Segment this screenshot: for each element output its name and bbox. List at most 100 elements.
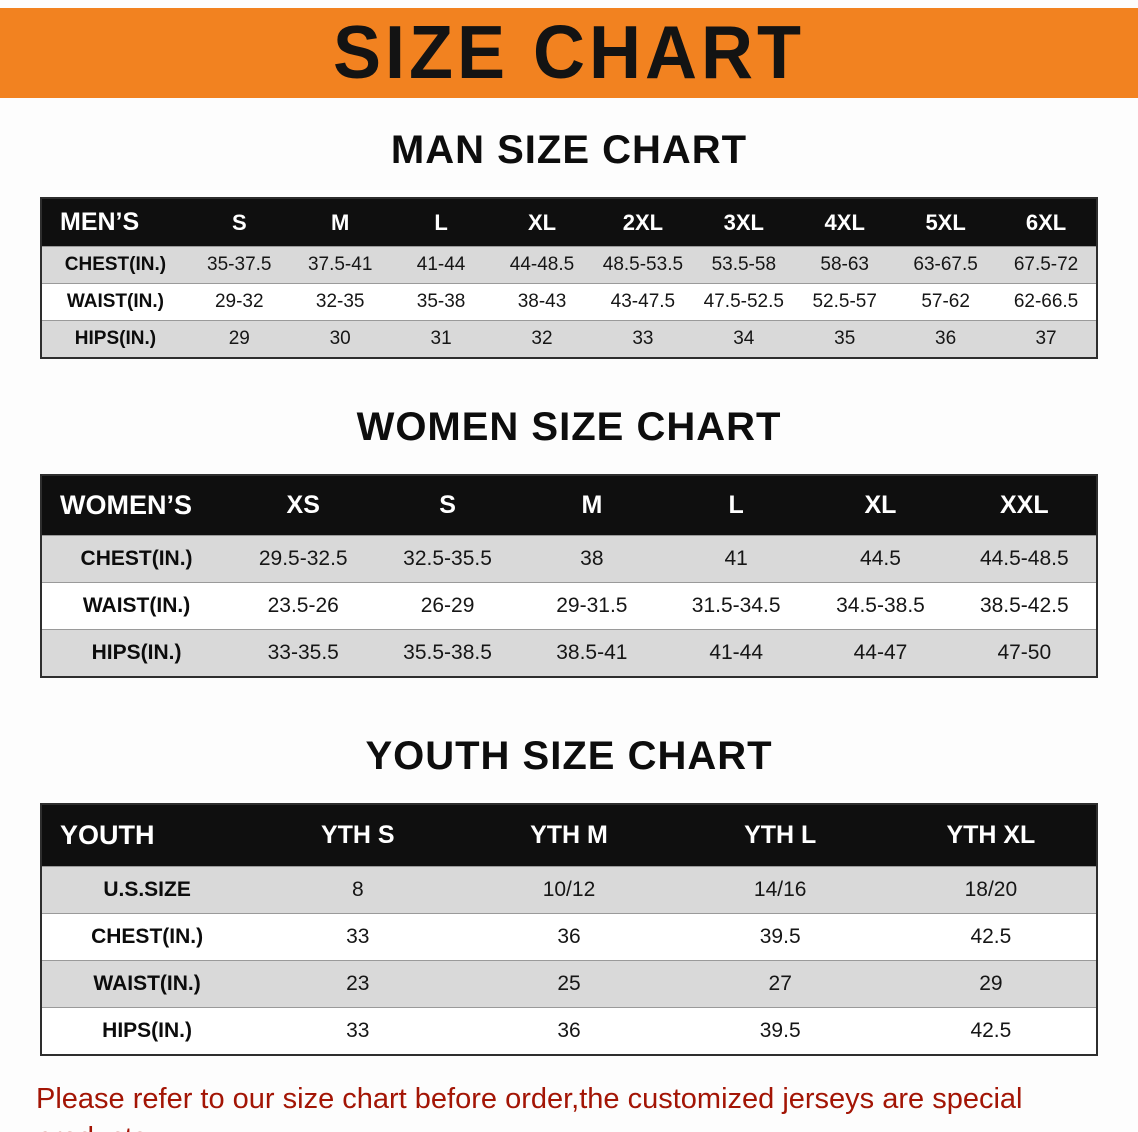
- size-column-header: L: [664, 475, 809, 536]
- banner-title: SIZE CHART: [333, 11, 805, 96]
- table-row: WAIST(IN.) 29-32 32-35 35-38 38-43 43-47.5 47.…: [41, 283, 1097, 321]
- size-value: 32.5-35.5: [375, 535, 520, 583]
- men-size-table: MEN’S S M L XL 2XL 3XL 4XL 5XL 6XL CHEST(IN.) 35-3…: [40, 197, 1098, 359]
- size-value: 30: [289, 320, 391, 358]
- size-value: 44.5-48.5: [952, 535, 1097, 583]
- women-table-body: CHEST(IN.) 29.5-32.5 32.5-35.5 38 41 44.5 44.5…: [41, 535, 1097, 677]
- disclaimer: Please refer to our size chart before or…: [0, 1080, 1138, 1132]
- size-value: 29.5-32.5: [231, 535, 376, 583]
- size-value: 43-47.5: [592, 283, 694, 321]
- size-value: 47.5-52.5: [693, 283, 795, 321]
- size-column-header: M: [289, 198, 391, 247]
- disclaimer-line-1: Please refer to our size chart before or…: [36, 1083, 1023, 1132]
- row-label: HIPS(IN.): [41, 1007, 253, 1055]
- youth-size-table: YOUTH YTH S YTH M YTH L YTH XL U.S.SIZE 8 10/1…: [40, 803, 1098, 1056]
- size-value: 29-31.5: [519, 582, 665, 630]
- size-value: 38-43: [491, 283, 593, 321]
- size-value: 36: [463, 1007, 675, 1055]
- size-value: 8: [252, 866, 464, 914]
- size-value: 29: [188, 320, 290, 358]
- size-value: 32: [491, 320, 593, 358]
- size-value: 63-67.5: [895, 246, 997, 284]
- size-value: 57-62: [895, 283, 997, 321]
- size-column-header: XXL: [952, 475, 1097, 536]
- size-column-header: 4XL: [794, 198, 896, 247]
- row-label: CHEST(IN.): [41, 246, 189, 284]
- size-value: 52.5-57: [794, 283, 896, 321]
- size-value: 26-29: [375, 582, 520, 630]
- size-value: 39.5: [674, 1007, 886, 1055]
- size-column-header: XL: [491, 198, 593, 247]
- size-value: 29: [885, 960, 1097, 1008]
- size-value: 38.5-41: [519, 629, 665, 677]
- size-value: 53.5-58: [693, 246, 795, 284]
- men-size-section: MAN SIZE CHART MEN’S S M L XL 2XL 3XL 4XL 5XL 6XL…: [0, 128, 1138, 359]
- men-table-header-row: MEN’S S M L XL 2XL 3XL 4XL 5XL 6XL: [41, 198, 1097, 247]
- table-row: CHEST(IN.) 33 36 39.5 42.5: [41, 913, 1097, 961]
- youth-section-heading: YOUTH SIZE CHART: [365, 734, 773, 778]
- size-value: 33-35.5: [231, 629, 376, 677]
- size-value: 58-63: [794, 246, 896, 284]
- size-value: 44.5: [808, 535, 953, 583]
- size-value: 44-48.5: [491, 246, 593, 284]
- size-value: 33: [592, 320, 694, 358]
- table-row: CHEST(IN.) 35-37.5 37.5-41 41-44 44-48.5 48.5…: [41, 246, 1097, 284]
- size-column-header: YTH L: [674, 804, 886, 867]
- table-row: WAIST(IN.) 23 25 27 29: [41, 960, 1097, 1008]
- size-column-header: S: [375, 475, 520, 536]
- row-label: WAIST(IN.): [41, 283, 189, 321]
- size-value: 31.5-34.5: [664, 582, 809, 630]
- size-value: 33: [252, 1007, 464, 1055]
- size-value: 41-44: [390, 246, 492, 284]
- size-value: 27: [674, 960, 886, 1008]
- women-size-table: WOMEN’S XS S M L XL XXL CHEST(IN.) 29.5-32.5 32.…: [40, 474, 1098, 678]
- size-value: 10/12: [463, 866, 675, 914]
- size-value: 62-66.5: [996, 283, 1097, 321]
- size-column-header: 2XL: [592, 198, 694, 247]
- women-size-section: WOMEN SIZE CHART WOMEN’S XS S M L XL XXL CHEST…: [0, 405, 1138, 678]
- size-value: 36: [895, 320, 997, 358]
- size-column-header: YTH S: [252, 804, 464, 867]
- table-row: HIPS(IN.) 33-35.5 35.5-38.5 38.5-41 41-44 44-…: [41, 629, 1097, 677]
- row-label: HIPS(IN.): [41, 629, 232, 677]
- table-corner-label: WOMEN’S: [41, 475, 232, 536]
- row-label: CHEST(IN.): [41, 535, 232, 583]
- size-column-header: YTH M: [463, 804, 675, 867]
- women-table-header-row: WOMEN’S XS S M L XL XXL: [41, 475, 1097, 536]
- size-value: 33: [252, 913, 464, 961]
- size-value: 31: [390, 320, 492, 358]
- table-row: U.S.SIZE 8 10/12 14/16 18/20: [41, 866, 1097, 914]
- size-value: 67.5-72: [996, 246, 1097, 284]
- size-value: 35-38: [390, 283, 492, 321]
- size-value: 37.5-41: [289, 246, 391, 284]
- banner: SIZE CHART: [0, 8, 1138, 98]
- size-column-header: YTH XL: [885, 804, 1097, 867]
- size-value: 36: [463, 913, 675, 961]
- row-label: HIPS(IN.): [41, 320, 189, 358]
- size-value: 23: [252, 960, 464, 1008]
- table-corner-label: MEN’S: [41, 198, 189, 247]
- size-value: 42.5: [885, 913, 1097, 961]
- size-column-header: XS: [231, 475, 376, 536]
- table-row: WAIST(IN.) 23.5-26 26-29 29-31.5 31.5-34.5 34…: [41, 582, 1097, 630]
- table-corner-label: YOUTH: [41, 804, 253, 867]
- women-section-heading: WOMEN SIZE CHART: [356, 405, 782, 449]
- size-value: 39.5: [674, 913, 886, 961]
- size-value: 32-35: [289, 283, 391, 321]
- size-value: 34.5-38.5: [808, 582, 953, 630]
- table-row: HIPS(IN.) 29 30 31 32 33 34 35 36 37: [41, 320, 1097, 358]
- size-value: 37: [996, 320, 1097, 358]
- size-value: 34: [693, 320, 795, 358]
- size-value: 14/16: [674, 866, 886, 914]
- row-label: CHEST(IN.): [41, 913, 253, 961]
- size-value: 38: [519, 535, 665, 583]
- size-column-header: S: [188, 198, 290, 247]
- size-column-header: 6XL: [996, 198, 1097, 247]
- size-value: 35-37.5: [188, 246, 290, 284]
- youth-size-section: YOUTH SIZE CHART YOUTH YTH S YTH M YTH L YTH…: [0, 734, 1138, 1056]
- size-column-header: XL: [808, 475, 953, 536]
- size-value: 25: [463, 960, 675, 1008]
- youth-table-header-row: YOUTH YTH S YTH M YTH L YTH XL: [41, 804, 1097, 867]
- size-value: 44-47: [808, 629, 953, 677]
- size-value: 18/20: [885, 866, 1097, 914]
